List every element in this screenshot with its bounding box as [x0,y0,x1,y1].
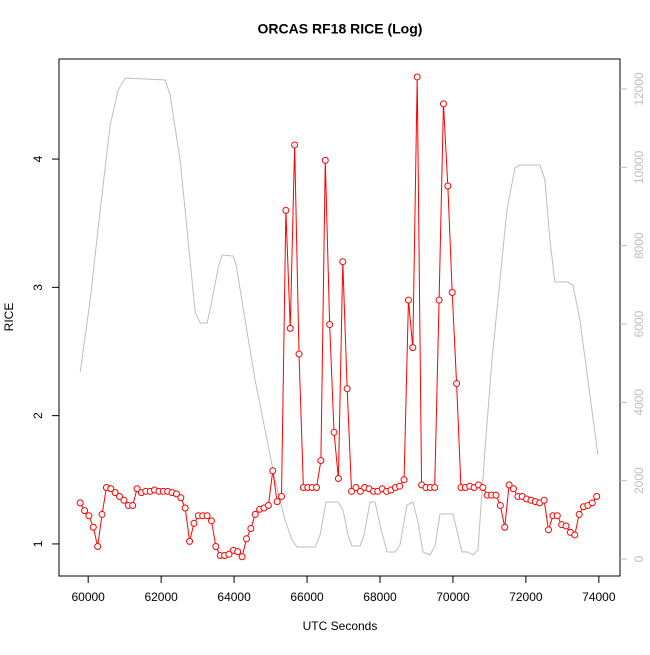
data-point [251,510,259,518]
y-tick-label: 1 [31,540,45,547]
data-point [181,504,189,512]
x-axis-label: UTC Seconds [303,619,378,633]
y2-tick-label: 0 [632,555,646,562]
data-point [282,206,290,214]
data-point [352,483,360,491]
data-point [553,512,561,520]
data-point [225,550,233,558]
data-point [295,350,303,358]
data-point [409,344,417,352]
data-point [509,485,517,493]
data-point [89,523,97,531]
data-point [330,428,338,436]
data-point [317,457,325,465]
data-point [444,182,452,190]
data-point [107,485,115,493]
data-point [321,156,329,164]
data-point [186,537,194,545]
data-point [404,296,412,304]
data-point [111,489,119,497]
data-point [81,507,89,515]
y2-tick-label: 12000 [632,72,646,106]
data-point [177,494,185,502]
data-point [435,296,443,304]
y2-tick-label: 4000 [632,389,646,416]
data-point [571,531,579,539]
y-axis-label: RICE [2,303,16,332]
data-point [562,522,570,530]
data-point [356,487,364,495]
data-point [448,288,456,296]
y2-tick-label: 8000 [632,232,646,259]
data-point [133,485,141,493]
data-point [203,512,211,520]
data-point [540,496,548,504]
data-point [453,380,461,388]
chart-title: ORCAS RF18 RICE (Log) [258,21,423,37]
y2-tick-label: 6000 [632,310,646,337]
data-point [120,496,128,504]
data-point [326,321,334,329]
data-point [269,467,277,475]
data-point [212,542,220,550]
data-point [238,553,246,561]
data-point [85,512,93,520]
data-point [172,490,180,498]
data-point [545,526,553,534]
data-point [291,141,299,149]
x-tick-label: 60000 [71,590,105,604]
data-point [439,100,447,108]
data-point [396,482,404,490]
data-point [234,548,242,556]
data-point [98,510,106,518]
data-point [286,324,294,332]
data-point [278,492,286,500]
x-tick-label: 70000 [436,590,470,604]
data-point [588,499,596,507]
data-point [496,501,504,509]
data-point [273,498,281,506]
x-tick-label: 72000 [509,590,543,604]
data-point [76,499,84,507]
series-line [79,77,599,556]
y2-tick-label: 2000 [632,467,646,494]
x-tick-label: 62000 [144,590,178,604]
x-tick-label: 74000 [582,590,616,604]
data-point [400,476,408,484]
data-point [413,73,421,81]
plot-frame [58,58,621,577]
y-tick-label: 4 [31,155,45,162]
data-point [129,501,137,509]
data-point [264,501,272,509]
data-point [339,258,347,266]
data-point [505,481,513,489]
y2-tick-label: 10000 [632,150,646,184]
x-tick-label: 64000 [217,590,251,604]
data-point [313,483,321,491]
data-point [242,535,250,543]
x-tick-label: 66000 [290,590,324,604]
data-point [190,519,198,527]
data-point [116,492,124,500]
data-point [207,517,215,525]
y-tick-label: 3 [31,284,45,291]
data-point [492,491,500,499]
data-point [479,483,487,491]
data-point [343,385,351,393]
data-point [94,542,102,550]
data-point [334,475,342,483]
data-point [593,492,601,500]
data-point [247,525,255,533]
x-tick-label: 68000 [363,590,397,604]
data-point [501,523,509,531]
y-tick-label: 2 [31,412,45,419]
data-point [348,487,356,495]
data-point [431,483,439,491]
data-point [575,510,583,518]
